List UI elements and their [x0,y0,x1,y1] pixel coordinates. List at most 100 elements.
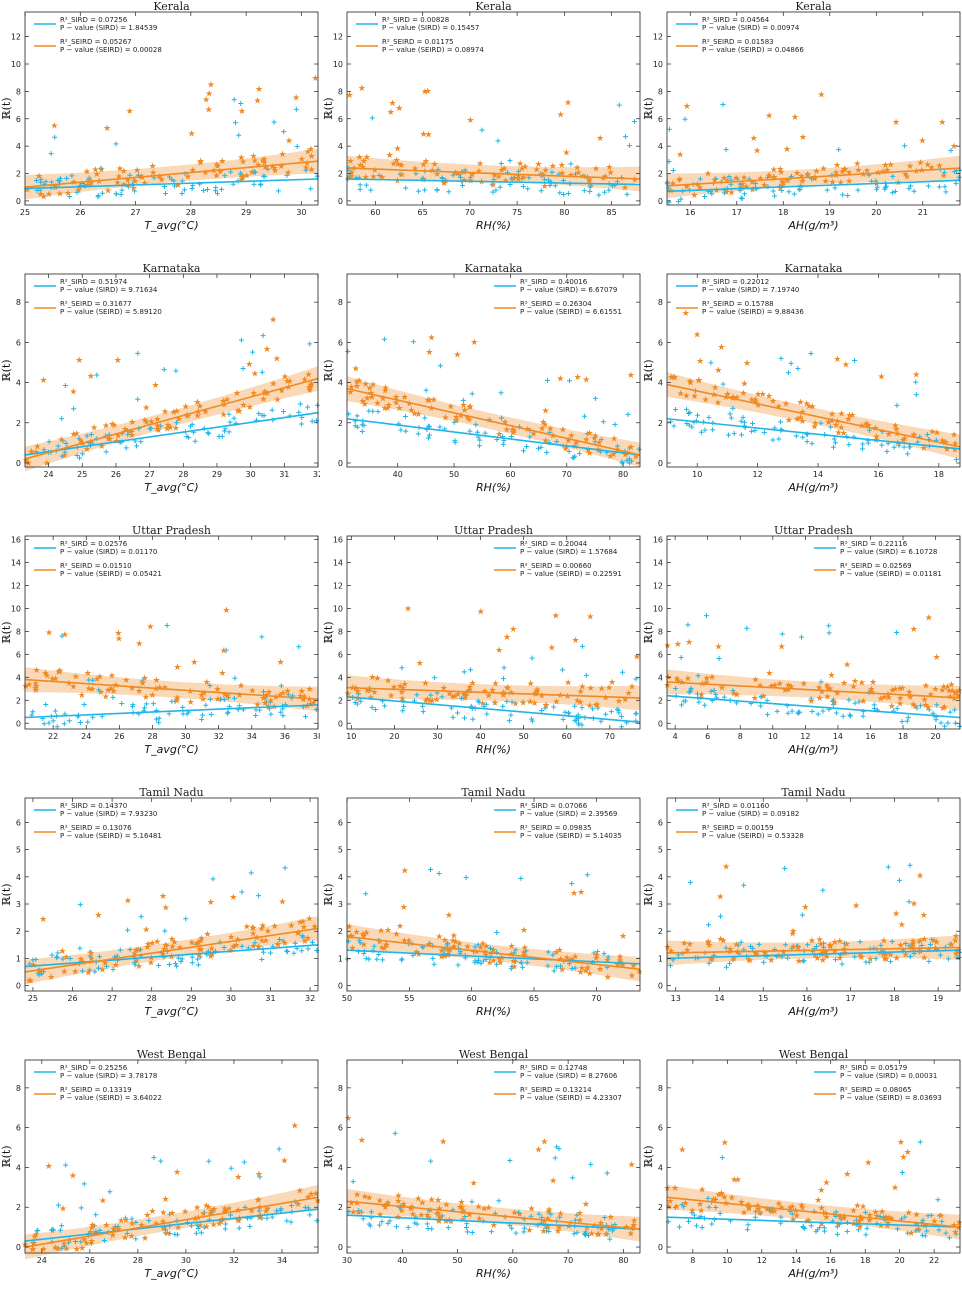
sird-point [55,443,61,449]
y-tick-label: 0 [338,982,343,991]
seird-point: ★ [141,179,149,189]
seird-point: ★ [538,425,546,435]
sird-point [146,1218,152,1224]
seird-point: ★ [430,396,438,406]
seird-point: ★ [63,1245,71,1255]
plot-frame [346,1059,641,1254]
sird-point [88,1240,94,1246]
sird-point [314,173,320,179]
x-tick-label: 80 [618,1256,628,1265]
sird-point [741,882,747,888]
seird-point: ★ [628,682,636,692]
seird-point: ★ [877,694,885,704]
seird-point: ★ [445,911,453,921]
seird-point: ★ [453,350,461,360]
sird-point [538,188,544,194]
sird-point [113,191,119,197]
seird-point: ★ [207,952,215,962]
seird-point: ★ [674,676,682,686]
x-tick-label: 28 [147,994,157,1003]
sird-point [852,358,858,364]
sird-point [551,704,557,710]
seird-point: ★ [355,1209,363,1219]
sird-point [487,945,493,951]
sird-point [284,172,290,178]
sird-point [948,147,954,153]
seird-point: ★ [857,953,865,963]
sird-point [224,710,230,716]
seird-point: ★ [704,938,712,948]
seird-point: ★ [310,699,318,709]
x-tick-label: 50 [452,1256,462,1265]
seird-point: ★ [627,1229,635,1239]
sird-point [366,956,372,962]
x-tick-label: 40 [475,732,485,741]
seird-point: ★ [826,941,834,951]
sird-point [666,126,672,132]
seird-point: ★ [128,418,136,428]
legend-label: R²_SEIRD = 0.05267 [60,38,132,46]
seird-point: ★ [803,170,811,180]
y-tick-label: 12 [333,33,343,42]
sird-point [162,190,168,196]
sird-point [796,186,802,192]
y-tick-label: 1 [658,954,663,963]
sird-point [915,439,921,445]
seird-point: ★ [414,410,422,420]
seird-point: ★ [77,436,85,446]
seird-point: ★ [256,1213,264,1223]
seird-point: ★ [25,680,33,690]
seird-point: ★ [447,1218,455,1228]
seird-point: ★ [440,179,448,189]
seird-point: ★ [754,1205,762,1215]
seird-point: ★ [932,938,940,948]
seird-point: ★ [664,673,672,683]
sird-point [446,189,452,195]
seird-point: ★ [382,941,390,951]
y-tick-label: 2 [338,1203,343,1212]
y-axis-label: ℝ(t) [642,97,655,119]
seird-point: ★ [384,404,392,414]
seird-point: ★ [344,1114,352,1124]
seird-point: ★ [951,689,959,699]
chart-panel: Uttar Pradesh ★ ★ ★ ★ ★ ★ ★ ★ ★ ★ ★ ★ ★ ★ ★ ★ ★ ★ ★ ★ ★ ★ ★ ★ ★ ★ ★… [0,524,320,780]
sird-point [573,171,579,177]
seird-point: ★ [354,694,362,704]
sird-point [382,703,388,709]
plot-frame [666,1059,961,1254]
seird-point: ★ [83,167,91,177]
seird-point: ★ [528,1204,536,1214]
sird-point [814,944,820,950]
sird-fit-line [346,417,641,456]
seird-point: ★ [54,1244,62,1254]
seird-point: ★ [816,935,824,945]
sird-point [371,943,377,949]
seird-point: ★ [24,459,32,469]
seird-point: ★ [203,930,211,940]
seird-point: ★ [683,183,691,193]
sird-point [46,439,52,445]
x-tick-label: 16 [685,208,695,217]
sird-point [495,138,501,144]
sird-point [138,439,144,445]
seird-point: ★ [128,1220,136,1230]
sird-point [857,939,863,945]
y-tick-label: 4 [658,142,663,151]
seird-point: ★ [669,180,677,190]
seird-point: ★ [927,164,935,174]
seird-point: ★ [31,1232,39,1242]
sird-point [420,709,426,715]
sird-point [472,958,478,964]
sird-point [260,689,266,695]
seird-point: ★ [414,1195,422,1205]
seird-point: ★ [438,946,446,956]
seird-point: ★ [355,377,363,387]
x-tick-label: 75 [512,208,522,217]
sird-point [62,382,68,388]
chart-title: Tamil Nadu [139,786,203,799]
seird-point: ★ [597,1219,605,1229]
seird-point: ★ [791,113,799,123]
seird-point: ★ [377,926,385,936]
sird-point [706,1204,712,1210]
sird-point [697,176,703,182]
